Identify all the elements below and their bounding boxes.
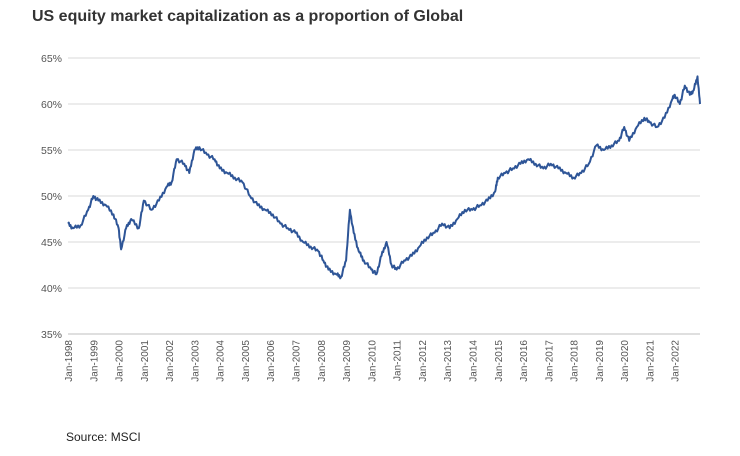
x-tick-label: Jan-2019 xyxy=(595,340,606,382)
x-tick-label: Jan-2008 xyxy=(317,340,328,382)
x-tick-label: Jan-2022 xyxy=(671,340,682,382)
x-tick-label: Jan-2021 xyxy=(645,340,656,382)
x-tick-label: Jan-2017 xyxy=(544,340,555,382)
x-tick-label: Jan-2018 xyxy=(570,340,581,382)
y-tick-label: 45% xyxy=(41,237,62,249)
x-axis-ticks: Jan-1998 Jan-1999 Jan-2000 Jan-2001 Jan-2002… xyxy=(64,340,682,382)
x-tick-label: Jan-2003 xyxy=(190,340,201,382)
x-tick-label: Jan-2009 xyxy=(342,340,353,382)
x-tick-label: Jan-2014 xyxy=(468,340,479,382)
x-tick-label: Jan-1999 xyxy=(89,340,100,382)
x-tick-label: Jan-2020 xyxy=(620,340,631,382)
x-tick-label: Jan-2016 xyxy=(519,340,530,382)
series-line-us-share xyxy=(67,75,701,280)
y-tick-label: 65% xyxy=(41,53,62,65)
x-tick-label: Jan-2001 xyxy=(140,340,151,382)
y-tick-label: 50% xyxy=(41,191,62,203)
x-tick-label: Jan-2004 xyxy=(216,340,227,382)
x-tick-label: Jan-2012 xyxy=(418,340,429,382)
y-axis-ticks: 35% 40% 45% 50% 55% 60% 65% xyxy=(41,53,62,341)
x-tick-label: Jan-2010 xyxy=(367,340,378,382)
x-tick-label: Jan-2015 xyxy=(494,340,505,382)
gridlines xyxy=(68,57,700,335)
x-tick-label: Jan-2002 xyxy=(165,340,176,382)
y-tick-label: 35% xyxy=(41,329,62,341)
x-tick-label: Jan-2007 xyxy=(292,340,303,382)
source-note: Source: MSCI xyxy=(66,430,141,444)
y-tick-label: 60% xyxy=(41,99,62,111)
x-tick-label: Jan-1998 xyxy=(64,340,75,382)
x-tick-label: Jan-2011 xyxy=(393,340,404,381)
chart-title: US equity market capitalization as a pro… xyxy=(32,8,464,25)
y-tick-label: 40% xyxy=(41,283,62,295)
x-tick-label: Jan-2013 xyxy=(443,340,454,382)
x-tick-label: Jan-2006 xyxy=(266,340,277,382)
x-tick-label: Jan-2005 xyxy=(241,340,252,382)
y-tick-label: 55% xyxy=(41,145,62,157)
x-tick-label: Jan-2000 xyxy=(115,340,126,382)
